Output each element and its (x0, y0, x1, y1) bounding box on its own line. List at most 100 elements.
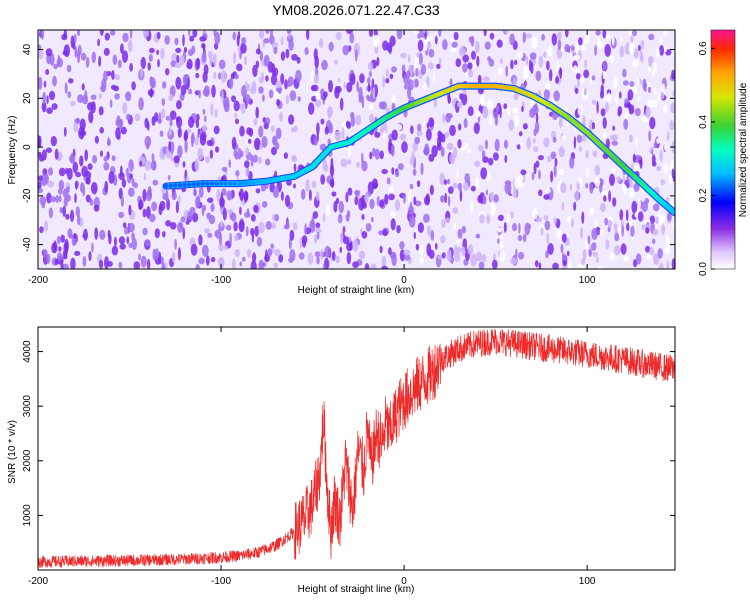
noise-blob (420, 64, 426, 76)
noise-blob (114, 74, 120, 81)
noise-blob (209, 53, 213, 67)
noise-blob (637, 96, 640, 105)
noise-blob (53, 63, 58, 70)
noise-blob (65, 213, 70, 220)
noise-blob (572, 65, 578, 73)
noise-blob (38, 181, 42, 189)
noise-blob (440, 235, 446, 244)
noise-blob (271, 125, 275, 132)
noise-blob (308, 189, 312, 201)
noise-blob (165, 189, 169, 203)
noise-blob (221, 166, 228, 172)
noise-blob (245, 147, 250, 156)
noise-blob (83, 228, 88, 241)
noise-blob (625, 209, 629, 222)
noise-blob (284, 194, 291, 207)
noise-blob (38, 175, 43, 182)
noise-blob (168, 94, 174, 102)
noise-blob (367, 61, 374, 71)
noise-blob (391, 94, 397, 103)
noise-blob (544, 220, 551, 231)
noise-blob (157, 59, 160, 68)
noise-blob (327, 107, 332, 120)
noise-blob (397, 163, 404, 171)
noise-blob (361, 202, 367, 209)
noise-blob (531, 172, 535, 181)
noise-blob (239, 261, 242, 267)
noise-blob (228, 159, 231, 168)
noise-blob (633, 48, 639, 59)
noise-blob (287, 79, 291, 88)
noise-blob (49, 196, 57, 203)
noise-blob (510, 59, 514, 70)
noise-blob (364, 191, 369, 204)
noise-blob (427, 40, 431, 50)
noise-blob (399, 133, 407, 141)
noise-blob (603, 195, 607, 202)
noise-blob (47, 180, 55, 188)
noise-blob (69, 209, 75, 222)
noise-blob (361, 95, 365, 109)
noise-blob (365, 223, 372, 232)
noise-blob (104, 256, 109, 269)
noise-blob (416, 129, 423, 137)
noise-blob (426, 128, 432, 141)
noise-blob (434, 242, 438, 250)
noise-blob (177, 221, 184, 233)
ridge-point (285, 175, 290, 180)
ridge-point (254, 179, 259, 185)
noise-blob (187, 211, 193, 221)
noise-blob (583, 69, 590, 79)
noise-blob (382, 75, 385, 88)
noise-blob (152, 248, 157, 261)
noise-blob (122, 32, 129, 43)
noise-blob (77, 30, 80, 37)
noise-blob (175, 76, 182, 90)
noise-blob (396, 123, 403, 131)
noise-blob (314, 136, 318, 146)
noise-blob (583, 89, 587, 96)
noise-blob (550, 170, 554, 183)
noise-blob (342, 236, 350, 245)
noise-blob (507, 105, 511, 116)
noise-blob (203, 30, 206, 35)
noise-blob (263, 122, 269, 130)
y-tick-label: 4000 (22, 340, 33, 363)
noise-blob (659, 37, 663, 45)
noise-blob (462, 63, 468, 73)
noise-blob (415, 243, 420, 251)
noise-blob (440, 146, 445, 157)
noise-blob (596, 101, 599, 114)
noise-blob (641, 116, 647, 123)
noise-blob (385, 68, 389, 78)
noise-blob (524, 222, 531, 236)
noise-blob (210, 103, 214, 116)
noise-blob (485, 189, 489, 196)
noise-blob (619, 91, 622, 99)
noise-blob (90, 94, 97, 100)
noise-blob (207, 197, 214, 203)
noise-blob (383, 130, 386, 139)
noise-blob (484, 41, 491, 50)
noise-blob (144, 239, 151, 247)
noise-blob (410, 125, 414, 135)
ridge-point (261, 179, 266, 184)
noise-blob (198, 257, 205, 265)
noise-blob (462, 54, 470, 63)
noise-blob (98, 106, 104, 116)
noise-blob (503, 103, 508, 110)
noise-blob (535, 160, 540, 168)
noise-blob (444, 131, 450, 139)
noise-blob (94, 135, 99, 144)
noise-blob (449, 124, 456, 137)
noise-blob (372, 34, 380, 48)
noise-blob (159, 130, 164, 137)
noise-blob (404, 84, 408, 90)
noise-blob (602, 30, 607, 39)
noise-blob (74, 250, 81, 256)
noise-blob (187, 128, 192, 134)
noise-blob (110, 84, 117, 90)
noise-blob (262, 94, 265, 102)
noise-blob (164, 35, 170, 45)
noise-blob (594, 219, 598, 229)
